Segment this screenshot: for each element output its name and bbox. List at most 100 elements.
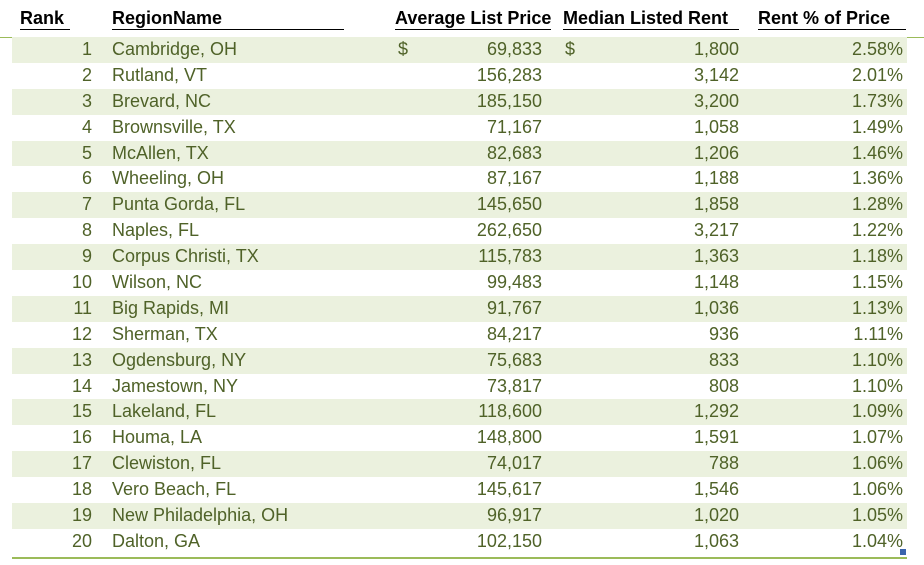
cell-rank[interactable]: 10 [71, 272, 92, 293]
cell-average-list-price[interactable]: 99,483 [486, 272, 542, 293]
cell-median-listed-rent[interactable]: 1,858 [693, 194, 739, 215]
cell-median-listed-rent[interactable]: 1,148 [693, 272, 739, 293]
cell-rank[interactable]: 17 [71, 453, 92, 474]
header-median-listed-rent[interactable]: Median Listed Rent [563, 6, 743, 32]
table-row[interactable]: 19 New Philadelphia, OH 96,917 1,020 1.05% [0, 503, 924, 529]
cell-region-name[interactable]: Lakeland, FL [112, 401, 217, 422]
cell-rent-percent-of-price[interactable]: 1.06% [851, 453, 903, 474]
cell-average-list-price[interactable]: 115,783 [478, 246, 542, 267]
cell-rent-percent-of-price[interactable]: 1.11% [853, 323, 903, 344]
cell-rent-percent-of-price[interactable]: 1.07% [851, 427, 903, 448]
cell-region-name[interactable]: Jamestown, NY [112, 375, 239, 396]
table-row[interactable]: 2 Rutland, VT 156,283 3,142 2.01% [0, 62, 924, 89]
cell-average-list-price[interactable]: 91,767 [486, 297, 542, 318]
cell-rank[interactable]: 16 [71, 427, 92, 448]
cell-region-name[interactable]: Wilson, NC [112, 272, 203, 293]
cell-median-listed-rent[interactable]: 1,036 [693, 297, 739, 318]
cell-rent-percent-of-price[interactable]: 1.10% [851, 349, 903, 370]
cell-average-list-price[interactable]: 148,800 [476, 427, 542, 448]
cell-rent-percent-of-price[interactable]: 1.49% [851, 116, 903, 137]
cell-average-list-price[interactable]: 74,017 [486, 453, 542, 474]
cell-average-list-price[interactable]: 145,650 [476, 194, 542, 215]
cell-rent-percent-of-price[interactable]: 2.58% [851, 39, 903, 59]
cell-region-name[interactable]: Rutland, VT [112, 64, 208, 85]
cell-average-list-price[interactable]: 75,683 [486, 349, 542, 370]
table-row[interactable]: 6 Wheeling, OH 87,167 1,188 1.36% [0, 166, 924, 193]
cell-rent-percent-of-price[interactable]: 2.01% [851, 64, 903, 85]
cell-median-listed-rent[interactable]: 1,058 [693, 116, 739, 137]
cell-rent-percent-of-price[interactable]: 1.28% [851, 194, 903, 215]
cell-average-list-price[interactable]: 69,833 [486, 39, 542, 59]
cell-region-name[interactable]: Punta Gorda, FL [112, 194, 246, 215]
cell-average-list-price[interactable]: 82,683 [486, 142, 542, 163]
cell-rent-percent-of-price[interactable]: 1.18% [851, 246, 903, 267]
cell-average-list-price[interactable]: 87,167 [486, 168, 542, 189]
cell-median-listed-rent[interactable]: 3,142 [693, 64, 739, 85]
table-row[interactable]: 13 Ogdensburg, NY 75,683 833 1.10% [0, 347, 924, 374]
cell-rank[interactable]: 15 [71, 401, 92, 422]
cell-rent-percent-of-price[interactable]: 1.73% [851, 90, 903, 111]
cell-median-listed-rent[interactable]: 1,546 [693, 479, 739, 500]
cell-rent-currency[interactable]: $ [565, 39, 576, 59]
cell-median-listed-rent[interactable]: 788 [708, 453, 739, 474]
cell-rank[interactable]: 18 [71, 479, 92, 500]
cell-rank[interactable]: 6 [81, 168, 92, 189]
cell-average-list-price[interactable]: 102,150 [476, 530, 542, 551]
table-row[interactable]: 15 Lakeland, FL 118,600 1,292 1.09% [0, 399, 924, 426]
cell-median-listed-rent[interactable]: 936 [708, 323, 739, 344]
cell-region-name[interactable]: Brevard, NC [112, 90, 212, 111]
header-average-list-price[interactable]: Average List Price [395, 6, 555, 32]
table-row[interactable]: 17 Clewiston, FL 74,017 788 1.06% [0, 451, 924, 478]
cell-rank[interactable]: 5 [81, 142, 92, 163]
cell-rent-percent-of-price[interactable]: 1.22% [851, 220, 903, 241]
cell-average-list-price[interactable]: 185,150 [476, 90, 542, 111]
cell-rent-percent-of-price[interactable]: 1.15% [851, 272, 903, 293]
cell-median-listed-rent[interactable]: 1,292 [693, 401, 739, 422]
table-row[interactable]: 1 Cambridge, OH $69,833 $1,800 2.58% [0, 37, 924, 63]
table-row[interactable]: 3 Brevard, NC 185,150 3,200 1.73% [0, 88, 924, 115]
cell-rank[interactable]: 2 [81, 64, 92, 85]
cell-rank[interactable]: 4 [81, 116, 92, 137]
cell-rent-percent-of-price[interactable]: 1.36% [851, 168, 903, 189]
cell-price-currency[interactable]: $ [398, 39, 409, 59]
cell-median-listed-rent[interactable]: 1,591 [693, 427, 739, 448]
cell-median-listed-rent[interactable]: 1,206 [693, 142, 739, 163]
cell-average-list-price[interactable]: 145,617 [476, 479, 542, 500]
cell-rent-percent-of-price[interactable]: 1.13% [851, 297, 903, 318]
selection-fill-handle[interactable] [900, 549, 906, 555]
table-row[interactable]: 18 Vero Beach, FL 145,617 1,546 1.06% [0, 477, 924, 504]
cell-region-name[interactable]: Big Rapids, MI [112, 297, 230, 318]
cell-rank[interactable]: 7 [81, 194, 92, 215]
table-row[interactable]: 16 Houma, LA 148,800 1,591 1.07% [0, 425, 924, 452]
cell-rent-percent-of-price[interactable]: 1.09% [851, 401, 903, 422]
table-row[interactable]: 20 Dalton, GA 102,150 1,063 1.04% [0, 528, 924, 555]
cell-median-listed-rent[interactable]: 808 [708, 375, 739, 396]
cell-rank[interactable]: 11 [73, 297, 92, 318]
cell-rank[interactable]: 1 [81, 39, 92, 59]
cell-region-name[interactable]: Sherman, TX [112, 323, 218, 344]
cell-rank[interactable]: 14 [71, 375, 92, 396]
cell-median-listed-rent[interactable]: 1,363 [693, 246, 739, 267]
cell-average-list-price[interactable]: 84,217 [486, 323, 542, 344]
cell-region-name[interactable]: Wheeling, OH [112, 168, 225, 189]
table-row[interactable]: 8 Naples, FL 262,650 3,217 1.22% [0, 218, 924, 245]
cell-region-name[interactable]: Vero Beach, FL [112, 479, 237, 500]
cell-average-list-price[interactable]: 71,167 [486, 116, 542, 137]
cell-region-name[interactable]: Ogdensburg, NY [112, 349, 247, 370]
table-row[interactable]: 9 Corpus Christi, TX 115,783 1,363 1.18% [0, 244, 924, 271]
cell-region-name[interactable]: Naples, FL [112, 220, 200, 241]
cell-average-list-price[interactable]: 262,650 [476, 220, 542, 241]
cell-average-list-price[interactable]: 156,283 [476, 64, 542, 85]
cell-rent-percent-of-price[interactable]: 1.04% [851, 530, 903, 551]
cell-rank[interactable]: 20 [71, 530, 92, 551]
table-row[interactable]: 11 Big Rapids, MI 91,767 1,036 1.13% [0, 295, 924, 322]
header-region-name[interactable]: RegionName [112, 6, 344, 32]
cell-rank[interactable]: 9 [81, 246, 92, 267]
cell-average-list-price[interactable]: 73,817 [486, 375, 542, 396]
cell-median-listed-rent[interactable]: 3,200 [693, 90, 739, 111]
cell-median-listed-rent[interactable]: 1,800 [693, 39, 739, 59]
cell-rent-percent-of-price[interactable]: 1.05% [851, 505, 903, 526]
table-row[interactable]: 14 Jamestown, NY 73,817 808 1.10% [0, 373, 924, 400]
cell-rent-percent-of-price[interactable]: 1.10% [851, 375, 903, 396]
cell-median-listed-rent[interactable]: 1,188 [693, 168, 739, 189]
